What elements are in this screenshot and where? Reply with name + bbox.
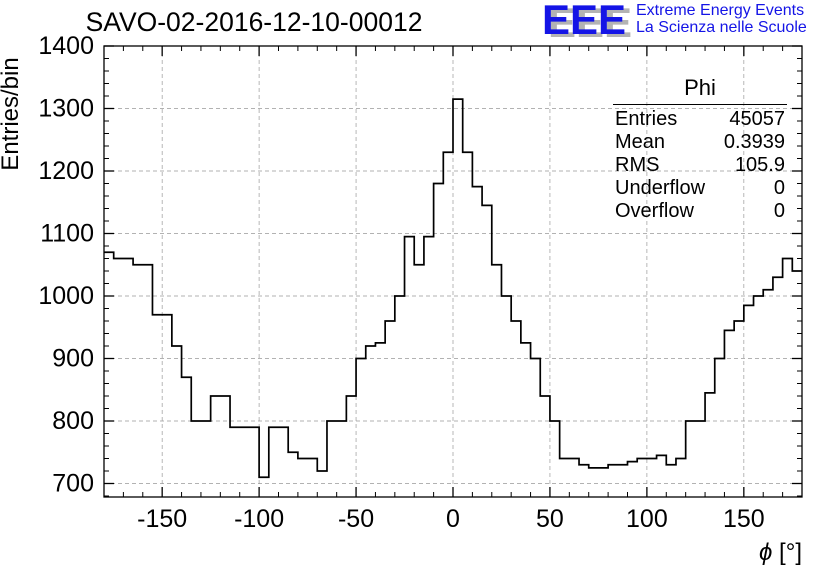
- svg-text:0: 0: [446, 505, 460, 533]
- svg-text:ϕ [°]: ϕ [°]: [759, 539, 802, 566]
- svg-text:-150: -150: [137, 505, 187, 533]
- svg-text:700: 700: [52, 470, 94, 498]
- svg-text:1100: 1100: [40, 220, 94, 248]
- svg-text:1200: 1200: [38, 157, 94, 185]
- svg-text:150: 150: [723, 505, 765, 533]
- svg-text:1300: 1300: [38, 95, 94, 123]
- svg-text:Entries/bin: Entries/bin: [0, 57, 24, 170]
- svg-text:1400: 1400: [38, 32, 94, 60]
- svg-text:-100: -100: [234, 505, 284, 533]
- svg-text:1000: 1000: [38, 282, 94, 310]
- svg-text:50: 50: [536, 505, 564, 533]
- svg-text:-50: -50: [338, 505, 374, 533]
- svg-text:100: 100: [626, 505, 668, 533]
- svg-text:800: 800: [52, 407, 94, 435]
- svg-text:900: 900: [52, 345, 94, 373]
